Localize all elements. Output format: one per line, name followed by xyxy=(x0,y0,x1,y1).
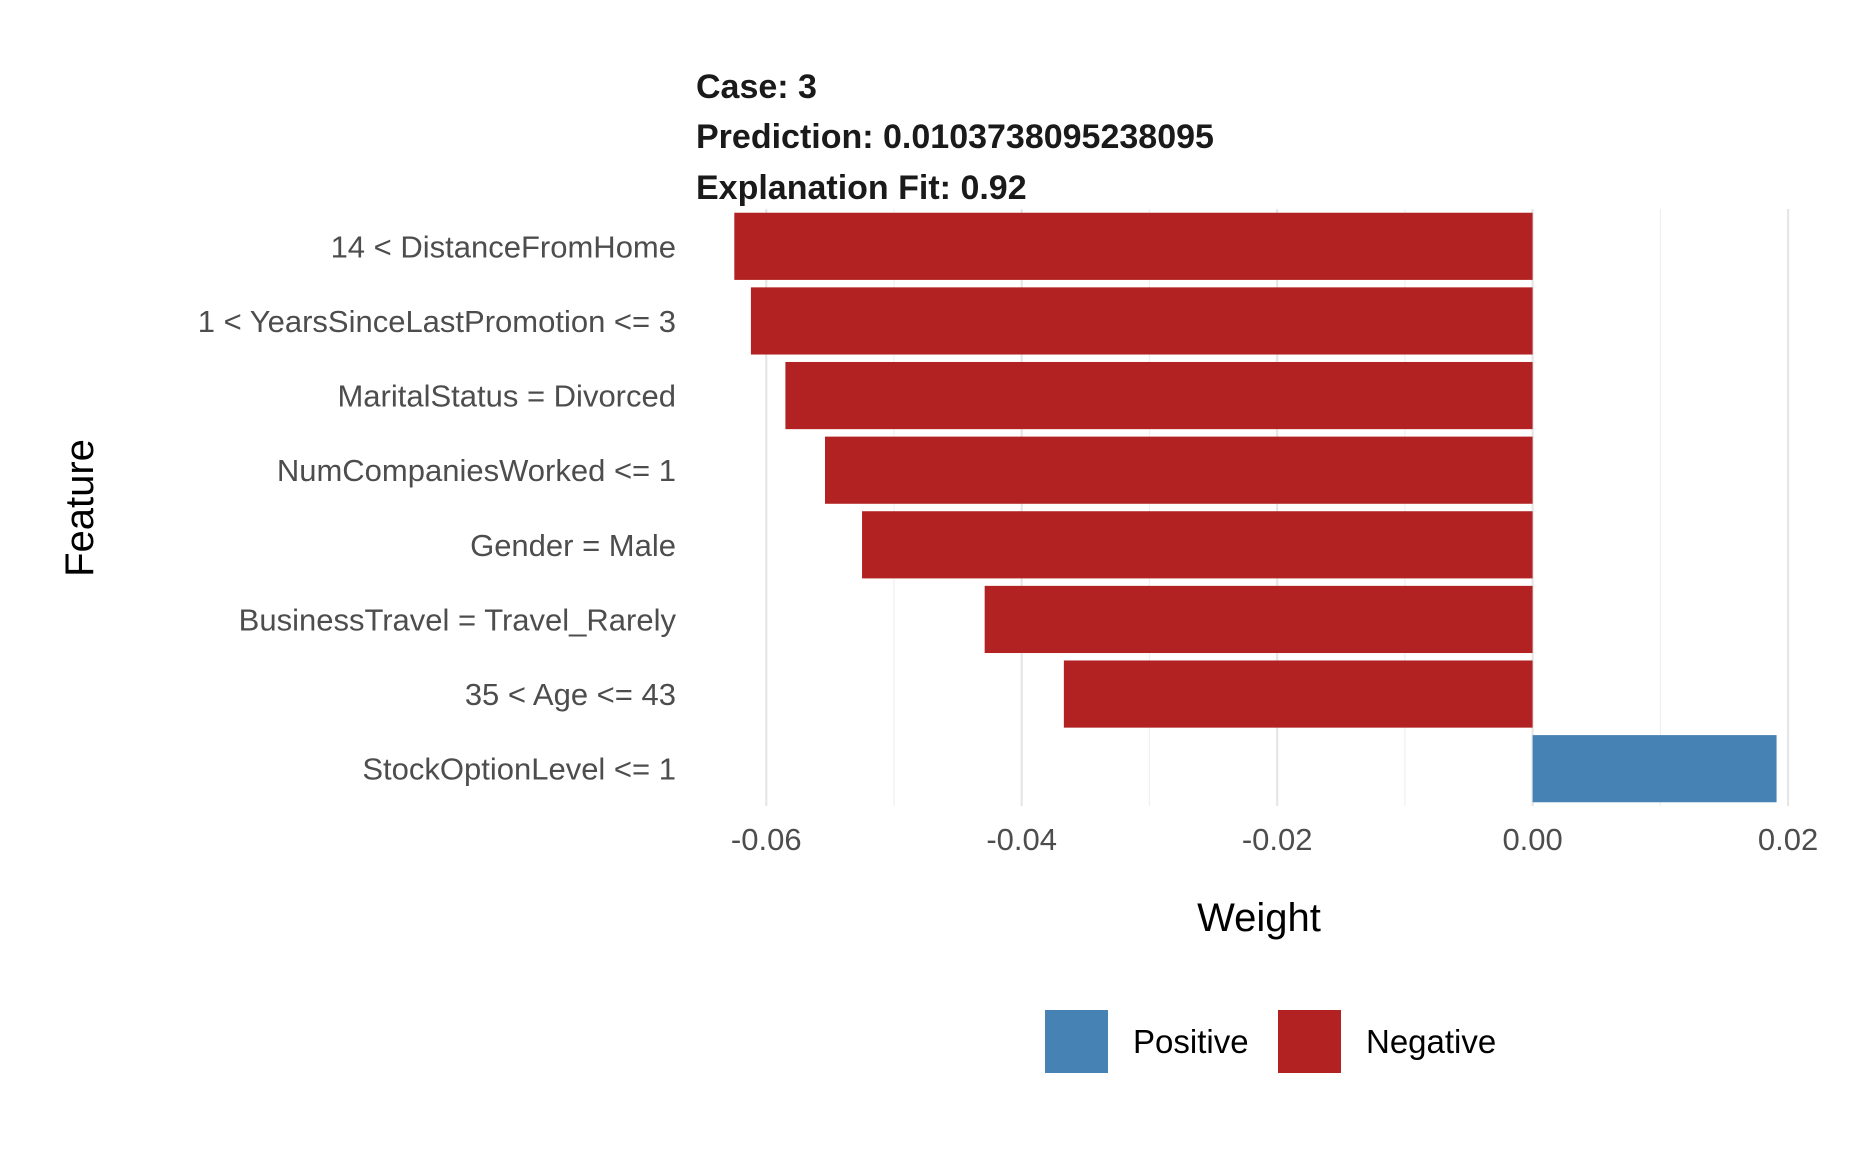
bar-negative xyxy=(1063,660,1533,728)
y-tick-label: 35 < Age <= 43 xyxy=(465,677,676,712)
title-line-explanation-fit: Explanation Fit: 0.92 xyxy=(696,169,1027,207)
y-tick-label: BusinessTravel = Travel_Rarely xyxy=(239,602,677,637)
bar-positive xyxy=(1532,735,1777,803)
y-tick-labels: 14 < DistanceFromHome 1 < YearsSinceLastP… xyxy=(198,229,677,786)
y-tick-label: StockOptionLevel <= 1 xyxy=(362,752,676,787)
y-tick-label: 14 < DistanceFromHome xyxy=(331,229,676,264)
x-tick-label: -0.02 xyxy=(1242,822,1313,857)
bar-negative xyxy=(750,287,1533,355)
legend-label-positive: Positive xyxy=(1133,1023,1249,1060)
bar-negative xyxy=(862,511,1533,579)
y-tick-label: NumCompaniesWorked <= 1 xyxy=(277,453,676,488)
bar-negative xyxy=(785,361,1533,430)
y-axis-title: Feature xyxy=(58,439,102,577)
bar-negative xyxy=(984,585,1533,654)
title-line-case: Case: 3 xyxy=(696,68,817,106)
legend: Positive Negative xyxy=(1045,1010,1496,1073)
x-tick-label: -0.06 xyxy=(731,822,802,857)
bars xyxy=(734,212,1777,803)
y-tick-label: 1 < YearsSinceLastPromotion <= 3 xyxy=(198,304,676,339)
legend-swatch-positive xyxy=(1045,1010,1108,1073)
bar-negative xyxy=(734,212,1533,280)
bar-negative xyxy=(825,436,1533,504)
legend-label-negative: Negative xyxy=(1366,1023,1496,1060)
y-tick-label: Gender = Male xyxy=(470,528,676,563)
title-line-prediction: Prediction: 0.0103738095238095 xyxy=(696,118,1214,156)
x-tick-label: -0.04 xyxy=(986,822,1057,857)
x-tick-label: 0.00 xyxy=(1502,822,1562,857)
x-tick-label: 0.02 xyxy=(1758,822,1818,857)
x-axis-title: Weight xyxy=(1197,896,1321,940)
x-tick-labels: -0.06 -0.04 -0.02 0.00 0.02 xyxy=(731,822,1818,857)
chart-title: Case: 3 Prediction: 0.0103738095238095 E… xyxy=(696,68,1214,207)
y-tick-label: MaritalStatus = Divorced xyxy=(337,379,676,414)
legend-swatch-negative xyxy=(1278,1010,1341,1073)
